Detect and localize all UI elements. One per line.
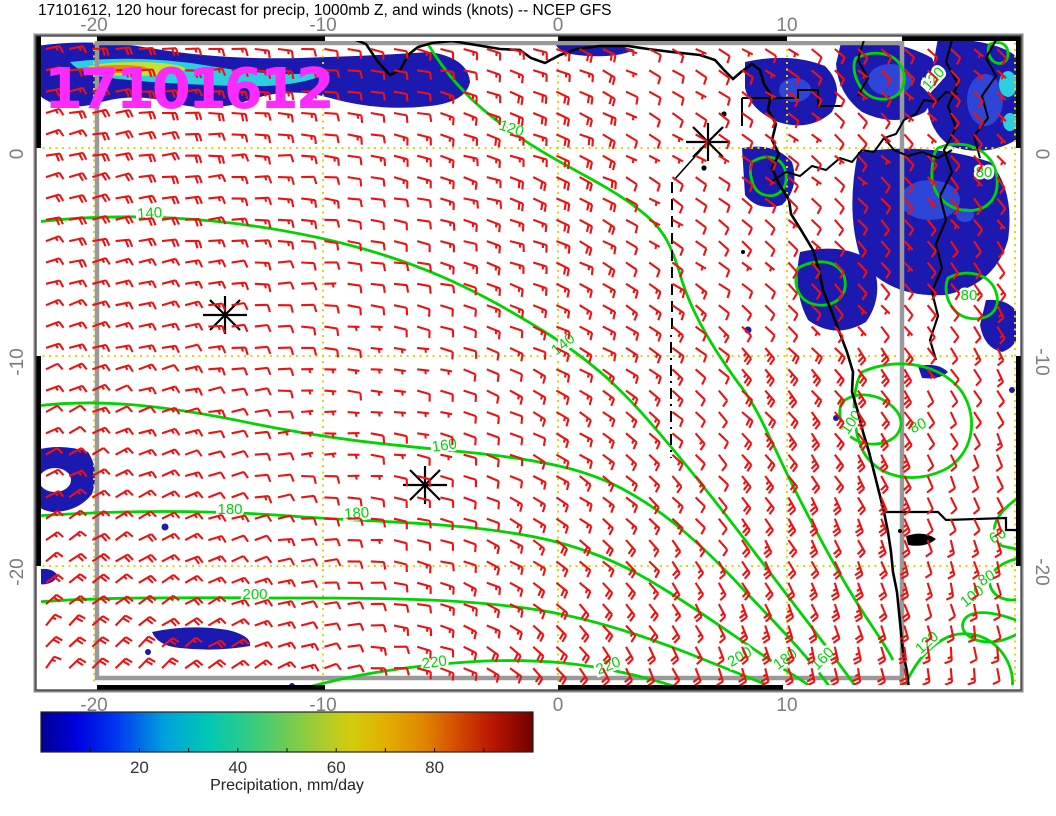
precip-area [980,299,1021,352]
africa-coastline [355,38,911,690]
map-background [36,36,1021,690]
colorbar-tick-label: 40 [228,758,247,777]
axis-tick-label: 0 [7,149,28,160]
precip-area [797,248,878,331]
border-or-river [856,39,870,97]
wind-barbs [45,44,1008,687]
island-dot [741,250,745,254]
border-or-river [928,39,960,361]
contour-label: 160 [431,435,458,455]
contour-label: 180 [344,504,370,523]
precip-area [852,148,1010,296]
graticule [36,36,1021,690]
island-dot [701,165,707,171]
colorbar-label: Precipitation, mm/day [210,777,364,794]
border-or-river [742,89,842,107]
contour-label: 80 [961,287,978,304]
axis-tick-label: -20 [7,558,28,585]
axis-tick-label: 10 [776,15,797,36]
axis-tick-label: -20 [80,695,107,716]
storm-marker [403,466,447,504]
precip-colorbar: 20 40 60 80 [40,711,534,777]
axis-tick-label: -10 [309,695,336,716]
colorbar-tick-label: 80 [425,758,444,777]
storm-marker [686,123,730,161]
precip-area [36,568,58,585]
axis-tick-label: -10 [7,348,28,375]
axis-tick-label: 0 [1031,149,1052,160]
contour-label: 80 [976,164,993,181]
axis-tick-label: -20 [80,15,107,36]
axis-labels: -20 -10 0 10 -20 -10 0 10 0 -10 -20 0 -10 -20 [7,15,1052,716]
border-or-river [770,90,959,183]
axis-tick-label: -20 [1031,558,1052,585]
run-id-watermark: 17101612 [44,57,335,122]
axis-tick-label: 0 [553,15,564,36]
border-or-river [883,137,953,160]
axis-tick-label: -10 [1031,348,1052,375]
axis-tick-label: 10 [776,695,797,716]
map-frame [33,33,1024,693]
colorbar-tick-label: 20 [130,758,149,777]
contour-label: 200 [242,586,267,603]
model-domain-box [94,40,905,681]
precip-area [152,627,251,650]
axis-tick-label: -10 [309,15,336,36]
island-dot [898,529,902,533]
chart-title: 17101612, 120 hour forecast for precip, … [38,2,612,19]
axis-tick-label: 0 [553,695,564,716]
colorbar-tick-label: 60 [327,758,346,777]
